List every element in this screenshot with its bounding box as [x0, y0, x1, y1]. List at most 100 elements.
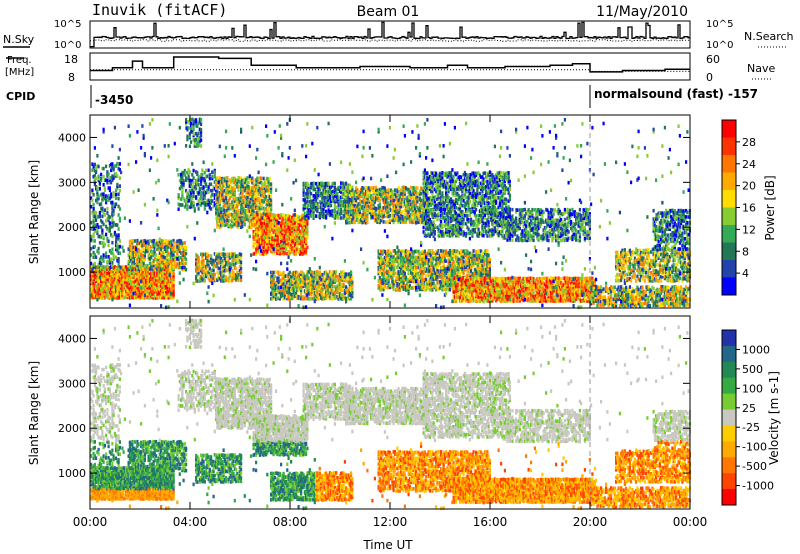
power-echo-cell — [185, 252, 187, 256]
beam-title: Beam 01 — [357, 4, 420, 20]
power-echo-cell — [94, 245, 96, 249]
power-echo-cell — [235, 267, 237, 271]
power-echo-cell — [200, 191, 202, 195]
power-echo-cell — [115, 256, 117, 260]
power-echo-cell — [94, 163, 96, 167]
power-echo-cell — [99, 211, 101, 215]
power-echo-cell — [205, 182, 207, 186]
power-echo-cell — [184, 241, 186, 245]
power-echo-cell — [106, 260, 108, 264]
power-echo-cell — [104, 213, 106, 217]
freq-label-line1: Freq. — [7, 55, 32, 66]
power-echo-cell — [113, 191, 115, 195]
power-echo-cell — [98, 247, 100, 251]
power-echo-cell — [186, 135, 188, 139]
power-echo-cell — [111, 261, 113, 265]
power-echo-cell — [248, 181, 250, 185]
power-echo-cell — [95, 219, 97, 223]
power-echo-cell — [91, 199, 93, 203]
power-echo-cell — [108, 240, 110, 244]
power-echo-cell — [198, 183, 200, 187]
power-echo-cell — [260, 177, 262, 181]
power-echo-cell — [131, 239, 133, 243]
power-echo-cell — [208, 191, 210, 195]
power-echo-cell — [243, 207, 245, 211]
freq-label-line2: [MHz] — [5, 67, 34, 78]
power-echo-cell — [100, 173, 102, 177]
power-echo-cell — [185, 246, 187, 250]
power-echo-cell — [188, 126, 190, 130]
power-echo-cell — [181, 189, 183, 193]
power-echo-cell — [270, 194, 272, 198]
power-echo-cell — [149, 239, 151, 243]
power-echo-cell — [173, 272, 175, 276]
power-echo-cell — [225, 275, 227, 279]
power-echo-cell — [105, 233, 107, 237]
power-echo-cell — [198, 256, 200, 260]
power-echo-cell — [213, 259, 215, 263]
power-echo-cell — [186, 207, 188, 211]
power-echo-cell — [228, 223, 230, 227]
power-echo-cell — [224, 257, 226, 261]
power-echo-cell — [204, 197, 206, 201]
power-echo-cell — [223, 195, 225, 199]
power-echo-cell — [118, 193, 120, 197]
power-echo-cell — [195, 195, 197, 199]
power-echo-cell — [200, 122, 202, 126]
power-echo-cell — [189, 170, 191, 174]
power-echo-cell — [103, 175, 105, 179]
power-echo-cell — [103, 253, 105, 257]
power-echo-cell — [240, 267, 242, 271]
power-echo-cell — [100, 262, 102, 266]
power-echo-cell — [103, 192, 105, 196]
power-echo-cell — [119, 207, 121, 211]
power-echo-cell — [193, 128, 195, 132]
power-echo-cell — [110, 192, 112, 196]
power-echo-cell — [103, 265, 105, 269]
power-echo-cell — [109, 186, 111, 190]
power-echo-cell — [198, 207, 200, 211]
cpid-start-value: -3450 — [95, 93, 133, 107]
power-echo-cell — [143, 248, 145, 252]
power-echo-cell — [159, 260, 161, 264]
power-echo-cell — [241, 225, 243, 229]
power-echo-cell — [173, 284, 175, 288]
power-echo-cell — [113, 212, 115, 216]
power-echo-cell — [191, 173, 193, 177]
power-echo-cell — [108, 172, 110, 176]
power-echo-cell — [240, 271, 242, 275]
power-echo-cell — [209, 173, 211, 177]
power-echo-cell — [185, 176, 187, 180]
power-echo-cell — [211, 199, 213, 203]
nave-tick-bottom: 0 — [706, 71, 713, 84]
power-echo-cell — [186, 138, 188, 142]
power-echo-cell — [203, 259, 205, 263]
power-echo-cell — [226, 253, 228, 257]
power-echo-cell — [98, 175, 100, 179]
power-echo-cell — [118, 197, 120, 201]
power-echo-cell — [233, 271, 235, 275]
power-echo-cell — [108, 244, 110, 248]
nsky-frame — [90, 21, 690, 48]
power-echo-cell — [211, 175, 213, 179]
power-echo-cell — [116, 223, 118, 227]
power-echo-cell — [119, 176, 121, 180]
power-echo-cell — [185, 268, 187, 272]
power-echo-cell — [109, 221, 111, 225]
power-echo-cell — [98, 251, 100, 255]
power-echo-cell — [210, 182, 212, 186]
power-echo-cell — [118, 227, 120, 231]
power-echo-cell — [104, 243, 106, 247]
power-echo-cell — [118, 213, 120, 217]
power-echo-cell — [200, 182, 202, 186]
power-echo-cell — [238, 197, 240, 201]
power-echo-cell — [253, 179, 255, 183]
power-echo-cell — [181, 203, 183, 207]
power-echo-cell — [270, 182, 272, 186]
nsearch-trace — [90, 40, 690, 42]
power-echo-cell — [261, 182, 263, 186]
power-echo-cell — [210, 254, 212, 258]
power-echo-cell — [208, 169, 210, 173]
power-echo-cell — [200, 128, 202, 132]
power-echo-cell — [265, 195, 267, 199]
